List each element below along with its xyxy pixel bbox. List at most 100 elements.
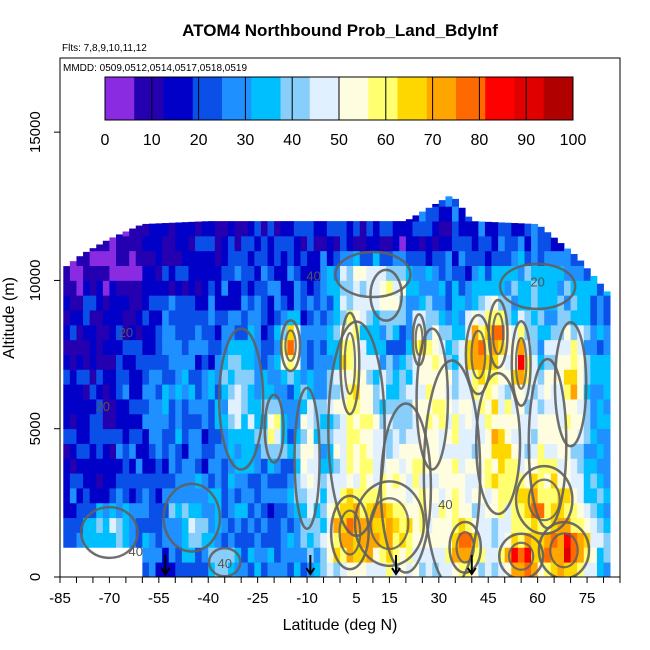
chart-title: ATOM4 Northbound Prob_Land_BdyInf — [182, 21, 498, 40]
heatmap-cell — [471, 502, 479, 519]
heatmap-cell — [425, 428, 433, 444]
heatmap-cell — [550, 310, 558, 326]
heatmap-cell — [313, 517, 321, 533]
heatmap-cell — [142, 354, 150, 370]
heatmap-cell — [162, 413, 170, 430]
heatmap-cell — [544, 265, 552, 281]
heatmap-cell — [96, 310, 104, 326]
heatmap-cell — [452, 250, 459, 266]
heatmap-cell — [405, 458, 413, 474]
heatmap-cell — [148, 369, 156, 385]
heatmap-cell — [155, 502, 163, 519]
heatmap-cell — [570, 547, 578, 563]
heatmap-cell — [346, 413, 354, 430]
heatmap-cell — [596, 324, 604, 341]
heatmap-cell — [504, 280, 512, 296]
heatmap-cell — [221, 339, 229, 355]
heatmap-cell — [122, 473, 130, 489]
heatmap-cell — [445, 339, 453, 355]
heatmap-cell — [346, 310, 354, 326]
heatmap-cell — [221, 458, 229, 474]
heatmap-cell — [188, 265, 196, 281]
heatmap-cell — [129, 399, 137, 415]
heatmap-cell — [603, 473, 611, 489]
heatmap-cell — [353, 250, 361, 266]
heatmap-cell — [116, 488, 123, 504]
heatmap-cell — [432, 443, 440, 459]
heatmap-cell — [89, 248, 97, 252]
heatmap-cell — [214, 250, 222, 266]
heatmap-cell — [287, 384, 295, 400]
heatmap-cell — [359, 354, 367, 370]
heatmap-cell — [484, 502, 492, 519]
heatmap-cell — [181, 324, 189, 341]
y-tick-label: 5000 — [27, 412, 44, 445]
heatmap-cell — [386, 235, 394, 252]
heatmap-cell — [432, 517, 440, 533]
heatmap-cell — [274, 473, 282, 489]
heatmap-cell — [531, 265, 539, 281]
heatmap-cell — [254, 369, 262, 385]
heatmap-cell — [366, 310, 374, 326]
heatmap-cell — [570, 473, 578, 489]
heatmap-cell — [234, 473, 242, 489]
heatmap-cell — [379, 532, 387, 548]
colorbar-swatch — [134, 77, 164, 120]
heatmap-cell — [320, 488, 328, 504]
heatmap-cell — [260, 354, 268, 370]
heatmap-cell — [359, 473, 367, 489]
heatmap-cell — [69, 428, 77, 444]
heatmap-cell — [254, 547, 262, 563]
heatmap-cell — [452, 502, 459, 519]
heatmap-cell — [307, 502, 315, 519]
heatmap-cell — [550, 399, 558, 415]
heatmap-cell — [181, 428, 189, 444]
heatmap-cell — [195, 413, 203, 430]
x-tick-label: 30 — [430, 590, 447, 607]
heatmap-cell — [293, 339, 301, 355]
heatmap-cell — [175, 532, 183, 548]
heatmap-cell — [195, 339, 203, 355]
heatmap-cell — [148, 532, 156, 548]
heatmap-cell — [379, 502, 387, 519]
heatmap-cell — [353, 339, 361, 355]
heatmap-cell — [590, 295, 598, 311]
heatmap-cell — [570, 354, 578, 370]
heatmap-cell — [372, 280, 380, 296]
contour-label: 20 — [96, 399, 110, 414]
heatmap-cell — [511, 354, 519, 370]
heatmap-cell — [346, 280, 354, 296]
heatmap-cell — [135, 532, 143, 548]
heatmap-cell — [438, 413, 446, 430]
heatmap-cell — [287, 562, 295, 577]
heatmap-cell — [603, 443, 611, 459]
heatmap-cell — [550, 532, 558, 548]
heatmap-cell — [399, 354, 407, 370]
heatmap-cell — [267, 221, 275, 237]
heatmap-cell — [471, 517, 479, 533]
heatmap-cell — [274, 339, 282, 355]
heatmap-cell — [484, 473, 492, 489]
heatmap-cell — [537, 428, 545, 444]
heatmap-cell — [340, 413, 347, 430]
heatmap-cell — [83, 295, 91, 311]
heatmap-cell — [102, 428, 110, 444]
heatmap-cell — [76, 488, 84, 504]
heatmap-cell — [162, 295, 170, 311]
heatmap-cell — [201, 295, 209, 311]
heatmap-cell — [405, 413, 413, 430]
heatmap-cell — [557, 265, 565, 281]
heatmap-cell — [590, 369, 598, 385]
heatmap-cell — [135, 473, 143, 489]
heatmap-cell — [484, 235, 492, 252]
heatmap-cell — [260, 399, 268, 415]
heatmap-cell — [247, 339, 255, 355]
heatmap-cell — [162, 354, 170, 370]
heatmap-cell — [293, 473, 301, 489]
heatmap-cell — [320, 458, 328, 474]
heatmap-cell — [247, 532, 255, 548]
heatmap-cell — [399, 250, 407, 266]
heatmap-cell — [181, 250, 189, 266]
heatmap-cell — [267, 369, 275, 385]
heatmap-cell — [116, 428, 123, 444]
